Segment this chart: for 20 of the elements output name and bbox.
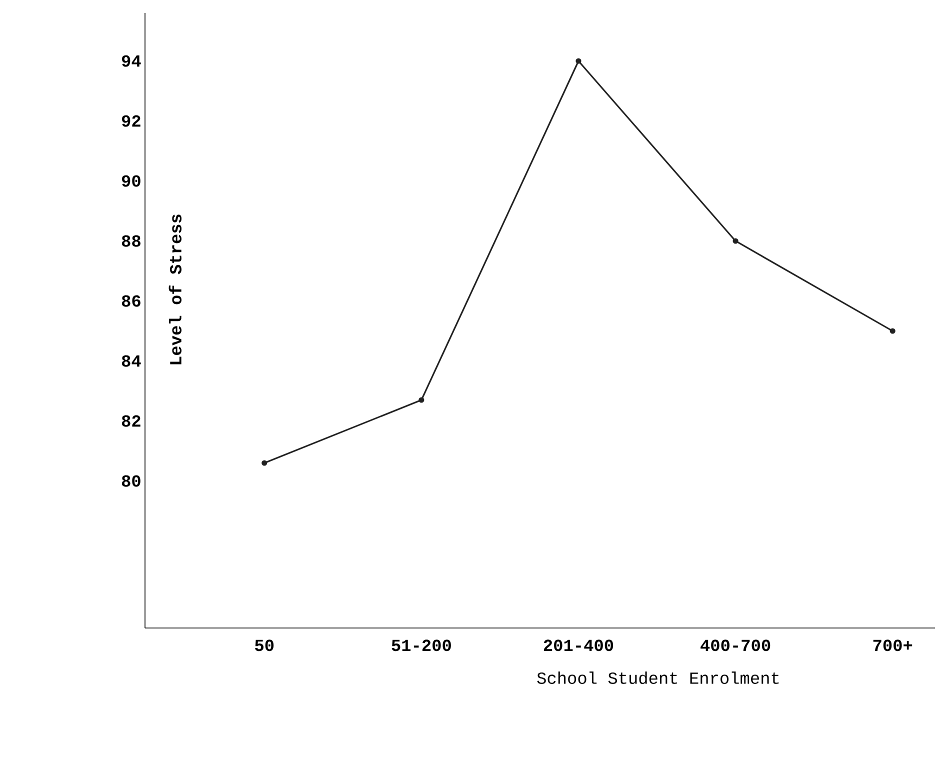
x-tick-label: 201-400	[544, 640, 614, 652]
point	[576, 58, 582, 64]
x-tick-label: 400-700	[700, 640, 770, 652]
y-tick-label: 84	[122, 355, 141, 367]
point	[262, 460, 268, 466]
y-tick-label: 86	[122, 295, 140, 307]
x-tick-label: 51-200	[392, 640, 451, 652]
y-tick-label: 90	[122, 175, 140, 187]
point	[732, 238, 738, 244]
y-tick-label: 92	[122, 115, 140, 127]
y-axis-title: Level of Stress	[168, 214, 182, 364]
x-axis-title: School Student Enrolment	[537, 672, 779, 684]
x-tick-label: 700+	[873, 640, 912, 652]
x-tick-label: 50	[255, 640, 274, 652]
y-tick-label: 82	[122, 415, 140, 427]
y-tick-label: 80	[122, 475, 140, 487]
point	[890, 328, 896, 334]
y-tick-label: 88	[122, 235, 140, 247]
y-tick-label: 94	[122, 55, 141, 67]
point	[418, 397, 424, 403]
